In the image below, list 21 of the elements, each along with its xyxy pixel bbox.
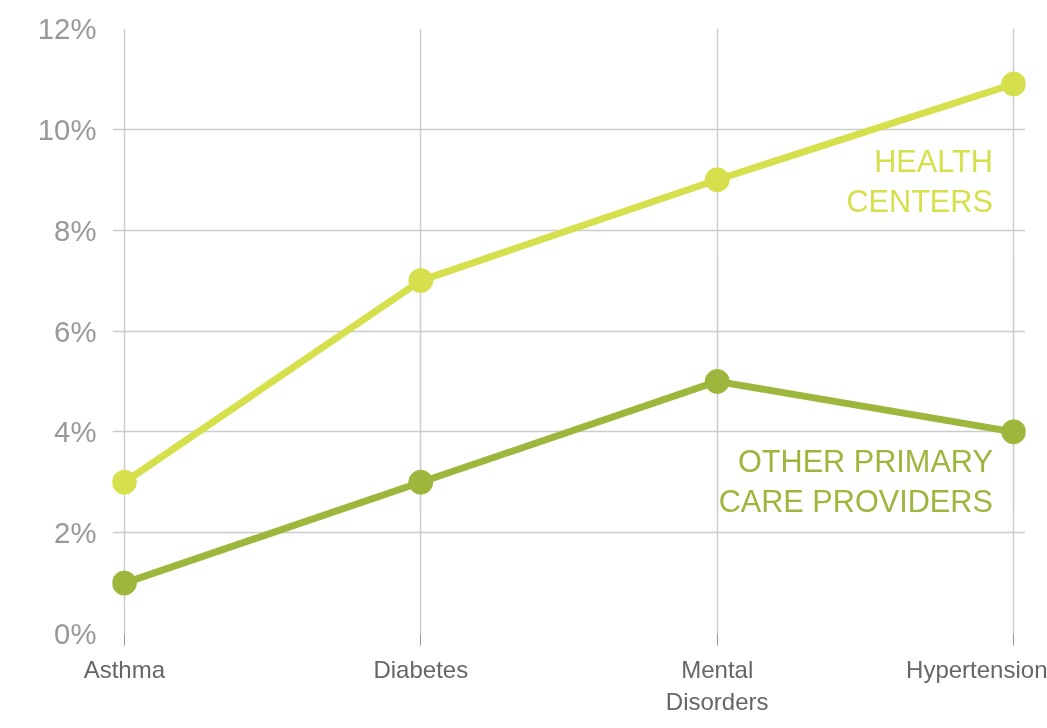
point: [408, 469, 434, 495]
y-tick-label: 8%: [54, 213, 97, 247]
series-label: OTHER PRIMARY CARE PROVIDERS: [718, 444, 993, 518]
x-tick-label: Mental Disorders: [665, 655, 769, 715]
y-tick-label: 4%: [54, 415, 97, 449]
y-tick-label: 10%: [37, 112, 97, 146]
point: [408, 268, 434, 294]
y-tick-label: 2%: [54, 516, 97, 550]
point: [1001, 71, 1026, 97]
point: [112, 570, 137, 596]
point: [112, 469, 137, 495]
x-tick-label: Hypertension: [906, 655, 1047, 683]
x-tick-label: Asthma: [83, 655, 166, 683]
point: [1001, 419, 1026, 445]
series-label: HEALTH CENTERS: [846, 144, 993, 218]
y-tick-label: 12%: [37, 12, 97, 45]
y-tick-label: 6%: [54, 314, 97, 348]
x-tick-label: Diabetes: [373, 655, 469, 683]
point: [704, 368, 730, 394]
point: [704, 167, 730, 193]
y-tick-label: 0%: [54, 617, 97, 650]
